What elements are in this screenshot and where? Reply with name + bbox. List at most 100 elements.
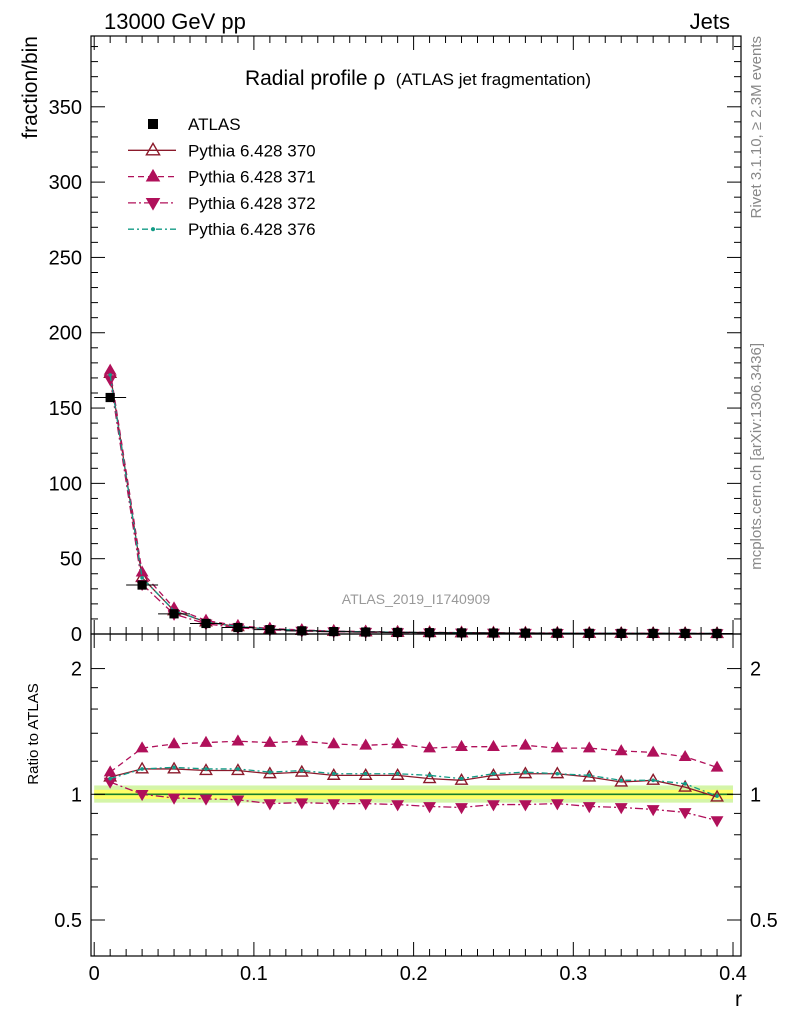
ratio-1-point bbox=[678, 749, 692, 762]
mcplots-label: mcplots.cern.ch [arXiv:1306.3436] bbox=[748, 343, 765, 570]
legend-marker bbox=[150, 227, 156, 232]
ratio-line-3 bbox=[109, 766, 718, 797]
legend-label: Pythia 6.428 370 bbox=[188, 141, 316, 160]
ratio-0-point bbox=[422, 771, 437, 784]
ratio-2-point bbox=[455, 803, 468, 815]
ratio-0-point bbox=[135, 761, 150, 774]
series-3-point bbox=[140, 575, 144, 580]
ratio-panel bbox=[90, 633, 742, 957]
ratio-2-point bbox=[550, 799, 564, 811]
ratio-0-point bbox=[582, 769, 597, 782]
ratio-0-point bbox=[678, 779, 693, 792]
y-tick-label-main: 350 bbox=[49, 97, 82, 119]
ratio-0-point bbox=[454, 772, 469, 785]
y-tick-label-ratio: 0.5 bbox=[54, 910, 82, 932]
legend-label: Pythia 6.428 372 bbox=[188, 194, 316, 213]
ratio-1-point bbox=[295, 734, 309, 746]
ratio-3-point bbox=[683, 781, 687, 786]
series-3-point bbox=[108, 373, 112, 377]
xlabel: r bbox=[735, 988, 742, 1011]
ratio-2-point bbox=[423, 802, 436, 814]
chart-title-main: Radial profile ρ bbox=[245, 67, 385, 90]
ratio-1-point bbox=[327, 737, 341, 749]
ratio-frame bbox=[90, 633, 742, 957]
ratio-line-2 bbox=[109, 781, 718, 822]
ratio-0-point bbox=[390, 767, 405, 780]
ratio-1-point bbox=[487, 739, 500, 752]
ratio-1-point bbox=[614, 744, 628, 756]
ratio-1-point bbox=[710, 760, 724, 772]
ratio-2-point bbox=[678, 808, 692, 820]
x-tick-label: 0.4 bbox=[719, 963, 747, 985]
ratio-2-point bbox=[582, 802, 596, 814]
ratio-3-point bbox=[395, 771, 400, 776]
axes: 0 0.1 0.2 0.3 0.4 0 50 100 150 200 250 300 350 0.5 0.5… bbox=[49, 36, 778, 985]
y-tick-label-ratio: 1 bbox=[71, 784, 82, 806]
x-tick-label: 0.2 bbox=[400, 963, 428, 985]
ratio-line-1 bbox=[109, 740, 718, 773]
data-point bbox=[137, 580, 147, 590]
ratio-3-point bbox=[619, 778, 624, 783]
legend-item: Pythia 6.428 370 bbox=[128, 141, 316, 160]
ratio-3-point bbox=[268, 770, 272, 774]
rivet-label: Rivet 3.1.10, ≥ 2.3M events bbox=[748, 36, 765, 219]
ratio-3-point bbox=[651, 778, 655, 783]
ratio-3-point bbox=[427, 773, 432, 778]
series-1-point bbox=[135, 565, 149, 577]
watermark: ATLAS_2019_I1740909 bbox=[342, 591, 491, 607]
header-right: Jets bbox=[690, 9, 730, 34]
y-tick-label-ratio-right: 0.5 bbox=[750, 910, 778, 932]
ratio-plot-area bbox=[94, 734, 734, 828]
y-tick-label-main: 250 bbox=[49, 247, 82, 269]
ratio-0-point bbox=[550, 766, 565, 779]
y-tick-label-ratio: 2 bbox=[71, 659, 82, 681]
ratio-2-point bbox=[646, 805, 660, 817]
legend-label: Pythia 6.428 371 bbox=[188, 168, 316, 187]
ratio-1-point bbox=[135, 741, 149, 753]
ratio-1-point bbox=[231, 734, 245, 746]
legend-item: Pythia 6.428 372 bbox=[128, 194, 316, 213]
ratio-3-point bbox=[587, 773, 592, 778]
ratio-0-point bbox=[710, 789, 724, 802]
legend-marker bbox=[145, 197, 161, 211]
data-point bbox=[201, 618, 211, 629]
ratio-3-point bbox=[555, 771, 560, 776]
ratio-2-point bbox=[231, 795, 245, 807]
ratio-2-point bbox=[295, 798, 309, 810]
ratio-2-point bbox=[710, 816, 724, 828]
y-tick-label-main: 150 bbox=[49, 398, 82, 420]
ratio-3-point bbox=[459, 776, 464, 781]
ratio-0-point bbox=[262, 766, 277, 779]
y-tick-label-main: 200 bbox=[49, 323, 82, 345]
ratio-1-point bbox=[550, 741, 564, 753]
ratio-3-point bbox=[299, 768, 304, 773]
ratio-0-point bbox=[614, 774, 629, 787]
ylabel-main: fraction/bin bbox=[19, 36, 42, 139]
ratio-2-point bbox=[263, 799, 277, 811]
y-tick-label-ratio-right: 1 bbox=[750, 784, 761, 806]
header-left: 13000 GeV pp bbox=[104, 9, 246, 34]
ratio-2-point bbox=[199, 794, 213, 806]
ratio-0-point bbox=[646, 772, 661, 785]
ratio-3-point bbox=[236, 767, 240, 771]
legend-label: ATLAS bbox=[188, 115, 241, 134]
legend-item: Pythia 6.428 376 bbox=[128, 220, 316, 239]
y-tick-label-main: 50 bbox=[60, 549, 82, 571]
x-tick-label: 0 bbox=[89, 963, 100, 985]
ratio-1-point bbox=[359, 738, 373, 750]
ratio-2-point bbox=[167, 793, 181, 805]
y-tick-label-main: 100 bbox=[49, 473, 82, 495]
chart-title: Radial profile ρ (ATLAS jet fragmentatio… bbox=[245, 67, 591, 90]
ratio-3-point bbox=[331, 771, 336, 776]
data-point bbox=[169, 609, 179, 619]
ratio-2-point bbox=[391, 800, 405, 812]
y-tick-label-ratio-right: 2 bbox=[750, 659, 761, 681]
ratio-3-point bbox=[715, 794, 719, 798]
ratio-2-point bbox=[327, 799, 341, 811]
legend-item: ATLAS bbox=[148, 115, 241, 134]
legend-marker bbox=[145, 168, 161, 182]
legend-marker bbox=[145, 142, 161, 156]
chart-title-note: (ATLAS jet fragmentation) bbox=[396, 70, 591, 89]
ratio-3-point bbox=[204, 767, 208, 771]
